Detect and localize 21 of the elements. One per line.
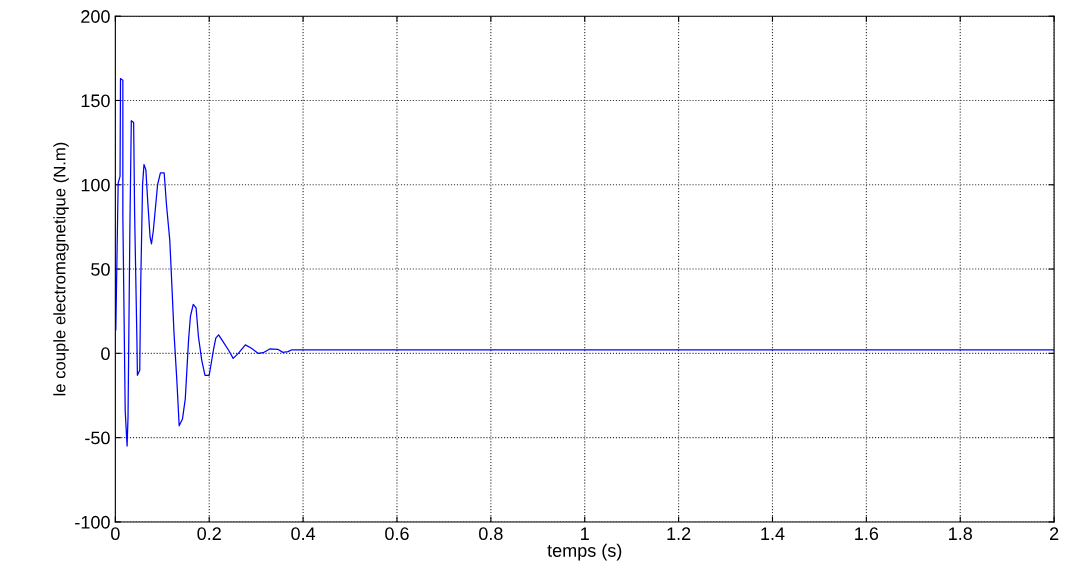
y-tick-label: 0: [101, 347, 110, 361]
x-tick-label: 2: [1050, 527, 1059, 540]
x-tick-label: 0.2: [197, 527, 221, 541]
y-tick-label: -100: [75, 515, 110, 529]
x-tick-label: 1.2: [667, 527, 691, 540]
x-tick-label: 0.8: [479, 527, 503, 541]
x-tick-label: 0: [111, 527, 120, 541]
x-tick-label: 1.6: [855, 527, 879, 541]
y-tick-label: -50: [85, 431, 110, 445]
x-tick-label: 1: [581, 527, 589, 540]
line-series: [115, 77, 1055, 447]
y-axis-title: le couple electromagnetique (N.m): [53, 142, 69, 396]
x-tick-label: 1.8: [949, 527, 972, 541]
x-axis-title: temps (s): [547, 543, 622, 561]
x-tick-label: 0.6: [385, 527, 409, 541]
x-tick-label: 1.4: [761, 527, 785, 540]
y-tick-label: 200: [81, 10, 110, 23]
y-tick-label: 50: [91, 262, 110, 276]
x-tick-label: 0.4: [291, 527, 316, 541]
y-tick-label: 100: [81, 178, 110, 192]
y-tick-label: 150: [81, 94, 110, 108]
